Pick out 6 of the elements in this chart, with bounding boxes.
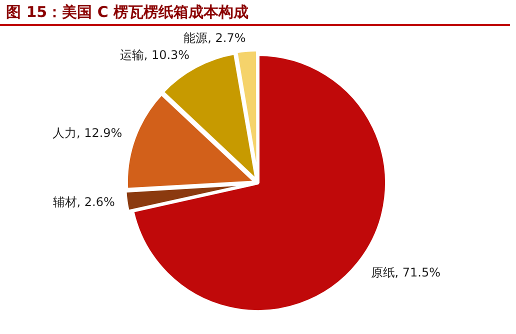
- slice-label: 人力, 12.9%: [52, 126, 122, 140]
- slice-label: 辅材, 2.6%: [52, 195, 115, 210]
- slice-label: 原纸, 71.5%: [370, 265, 441, 280]
- slice-label: 能源, 2.7%: [184, 31, 246, 46]
- slice-label: 运输, 10.3%: [120, 48, 190, 62]
- chart-title: 图 15：美国 C 楞瓦楞纸箱成本构成: [0, 0, 510, 26]
